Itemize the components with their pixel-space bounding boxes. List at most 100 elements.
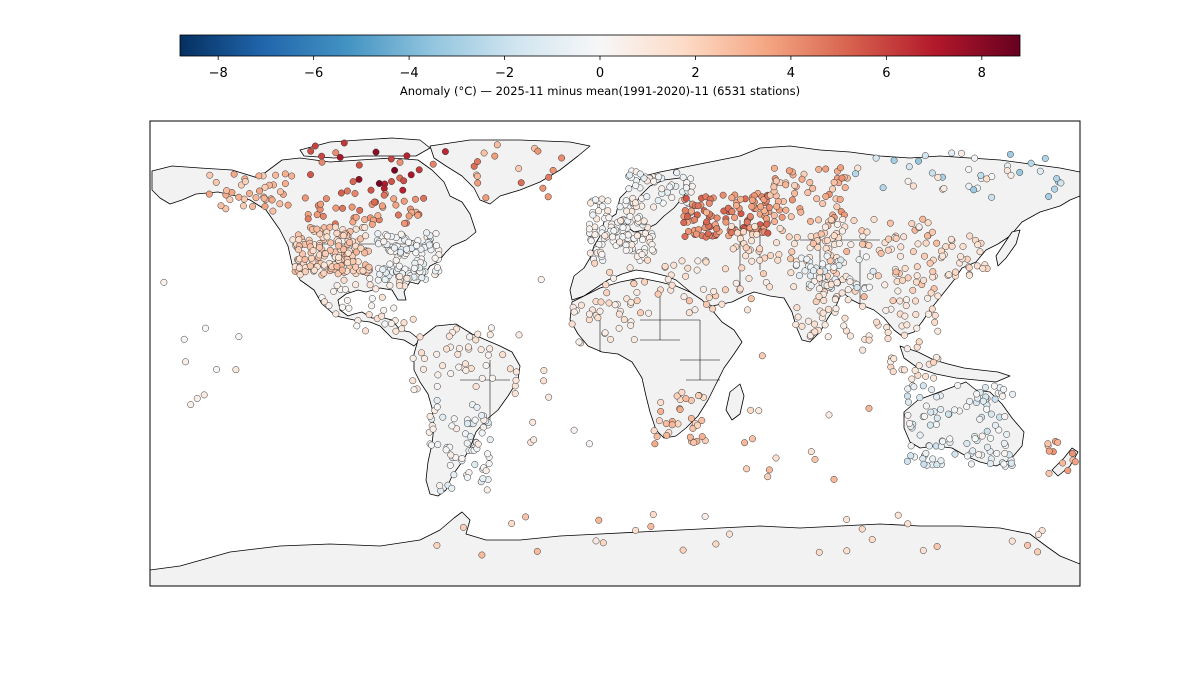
station-marker xyxy=(801,267,809,275)
station-marker xyxy=(340,245,347,253)
station-marker xyxy=(732,202,740,209)
station-marker xyxy=(522,513,530,521)
station-marker xyxy=(764,229,772,237)
station-marker xyxy=(443,345,451,353)
station-marker xyxy=(472,383,480,390)
station-marker xyxy=(301,256,309,263)
station-marker xyxy=(396,282,404,290)
station-marker xyxy=(654,290,662,298)
station-marker xyxy=(398,325,406,333)
station-marker xyxy=(639,236,647,244)
station-marker xyxy=(853,284,861,291)
station-marker xyxy=(392,201,400,209)
station-marker xyxy=(591,259,599,267)
station-marker xyxy=(884,246,892,254)
station-marker xyxy=(366,281,374,289)
station-marker xyxy=(644,256,652,264)
station-marker xyxy=(620,316,628,324)
station-marker xyxy=(395,262,403,270)
station-marker xyxy=(939,252,946,260)
station-marker xyxy=(1053,175,1061,183)
station-marker xyxy=(439,413,447,421)
station-marker xyxy=(1008,537,1016,545)
station-marker xyxy=(606,268,614,276)
station-marker xyxy=(594,314,602,322)
station-marker xyxy=(499,351,507,359)
station-marker xyxy=(859,302,867,310)
station-marker xyxy=(370,198,378,206)
station-marker xyxy=(205,190,213,198)
station-marker xyxy=(974,241,982,249)
station-marker xyxy=(454,350,462,358)
station-marker xyxy=(687,207,695,215)
station-marker xyxy=(301,268,309,276)
station-marker xyxy=(405,212,413,220)
station-marker xyxy=(937,457,945,465)
station-marker xyxy=(990,382,998,390)
station-marker xyxy=(403,245,411,253)
station-marker xyxy=(431,254,439,262)
station-marker xyxy=(269,207,277,215)
station-marker xyxy=(681,233,689,240)
station-marker xyxy=(508,520,516,527)
station-marker xyxy=(971,154,979,162)
station-marker xyxy=(947,235,955,243)
station-marker xyxy=(390,244,398,252)
station-marker xyxy=(751,223,759,230)
station-marker xyxy=(922,372,930,380)
station-marker xyxy=(400,177,408,185)
station-marker xyxy=(770,183,778,191)
station-marker xyxy=(448,422,456,430)
station-marker xyxy=(978,432,986,440)
station-marker xyxy=(651,440,659,448)
station-marker xyxy=(511,390,519,397)
station-marker xyxy=(1071,458,1079,466)
station-marker xyxy=(924,219,932,227)
station-marker xyxy=(378,293,386,301)
station-marker xyxy=(919,215,927,223)
station-marker xyxy=(767,252,775,259)
station-marker xyxy=(797,208,805,216)
station-marker xyxy=(615,324,623,332)
station-marker xyxy=(686,433,694,441)
station-marker xyxy=(399,186,407,194)
station-marker xyxy=(605,214,613,222)
station-marker xyxy=(591,231,599,239)
station-marker xyxy=(474,179,482,187)
station-marker xyxy=(787,213,795,221)
station-markers xyxy=(160,139,1079,559)
station-marker xyxy=(963,403,971,411)
station-marker xyxy=(1064,467,1072,474)
station-marker xyxy=(944,410,952,418)
station-marker xyxy=(903,457,911,465)
station-marker xyxy=(930,374,938,382)
station-marker xyxy=(410,386,418,394)
station-marker xyxy=(937,405,945,413)
station-marker xyxy=(585,310,593,318)
station-marker xyxy=(663,431,671,439)
station-marker xyxy=(679,173,687,181)
station-marker xyxy=(585,440,593,448)
station-marker xyxy=(387,155,395,163)
station-marker xyxy=(909,286,917,294)
station-marker xyxy=(1057,179,1065,187)
station-marker xyxy=(372,285,380,293)
colorbar-ticks: −8 −6 −4 −2 0 2 4 6 8 xyxy=(209,56,986,81)
station-marker xyxy=(924,294,932,302)
station-marker xyxy=(630,280,638,288)
station-marker xyxy=(765,466,773,474)
station-marker xyxy=(272,171,280,179)
station-marker xyxy=(213,366,221,373)
station-marker xyxy=(539,184,547,192)
station-marker xyxy=(479,423,487,431)
station-marker xyxy=(1041,155,1049,162)
station-marker xyxy=(217,202,225,210)
station-marker xyxy=(765,203,773,211)
station-marker xyxy=(226,196,234,204)
station-marker xyxy=(844,296,852,304)
station-marker xyxy=(833,279,841,287)
station-marker xyxy=(595,516,603,524)
station-marker xyxy=(825,305,832,313)
station-marker xyxy=(570,308,578,316)
station-marker xyxy=(976,248,984,256)
